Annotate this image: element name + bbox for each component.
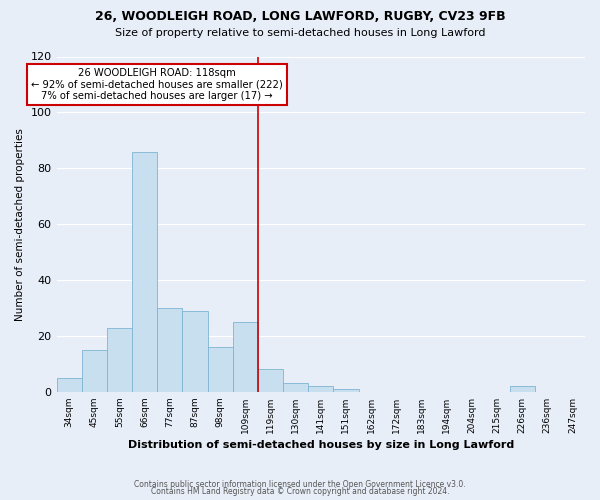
Bar	[182, 311, 208, 392]
Bar	[233, 322, 258, 392]
Text: 26, WOODLEIGH ROAD, LONG LAWFORD, RUGBY, CV23 9FB: 26, WOODLEIGH ROAD, LONG LAWFORD, RUGBY,…	[95, 10, 505, 23]
Text: Contains public sector information licensed under the Open Government Licence v3: Contains public sector information licen…	[134, 480, 466, 489]
Text: 26 WOODLEIGH ROAD: 118sqm
← 92% of semi-detached houses are smaller (222)
7% of : 26 WOODLEIGH ROAD: 118sqm ← 92% of semi-…	[31, 68, 283, 101]
Bar	[56, 378, 82, 392]
Bar	[509, 386, 535, 392]
Bar	[208, 347, 233, 392]
Bar	[258, 370, 283, 392]
X-axis label: Distribution of semi-detached houses by size in Long Lawford: Distribution of semi-detached houses by …	[128, 440, 514, 450]
Bar	[283, 384, 308, 392]
Bar	[308, 386, 334, 392]
Bar	[157, 308, 182, 392]
Bar	[132, 152, 157, 392]
Text: Contains HM Land Registry data © Crown copyright and database right 2024.: Contains HM Land Registry data © Crown c…	[151, 487, 449, 496]
Bar	[107, 328, 132, 392]
Y-axis label: Number of semi-detached properties: Number of semi-detached properties	[15, 128, 25, 320]
Bar	[82, 350, 107, 392]
Text: Size of property relative to semi-detached houses in Long Lawford: Size of property relative to semi-detach…	[115, 28, 485, 38]
Bar	[334, 389, 359, 392]
